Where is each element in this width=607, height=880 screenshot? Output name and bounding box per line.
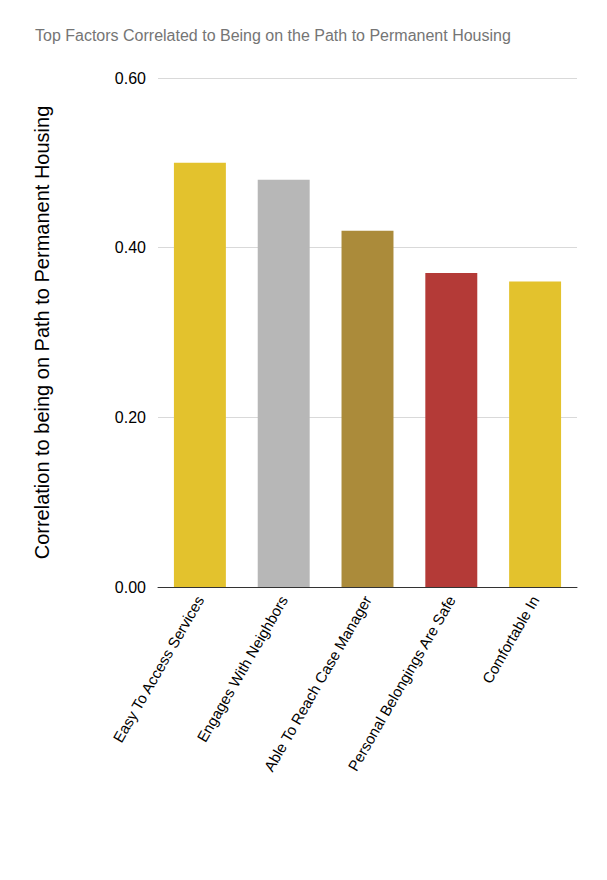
svg-text:Able To Reach Case Manager: Able To Reach Case Manager <box>260 592 375 775</box>
svg-text:0.40: 0.40 <box>115 239 146 256</box>
svg-text:0.00: 0.00 <box>115 579 146 596</box>
svg-text:Engages With Neighbors: Engages With Neighbors <box>193 593 291 745</box>
svg-text:Easy To Access Services: Easy To Access Services <box>109 593 207 746</box>
svg-text:Personal Belongings Are Safe: Personal Belongings Are Safe <box>344 593 458 774</box>
svg-text:0.20: 0.20 <box>115 409 146 426</box>
svg-text:Comfortable In: Comfortable In <box>479 593 543 687</box>
svg-text:0.60: 0.60 <box>115 70 146 87</box>
svg-text:Correlation to being on Path t: Correlation to being on Path to Permanen… <box>31 106 53 560</box>
svg-text:Top Factors Correlated to Bein: Top Factors Correlated to Being on the P… <box>35 27 511 44</box>
